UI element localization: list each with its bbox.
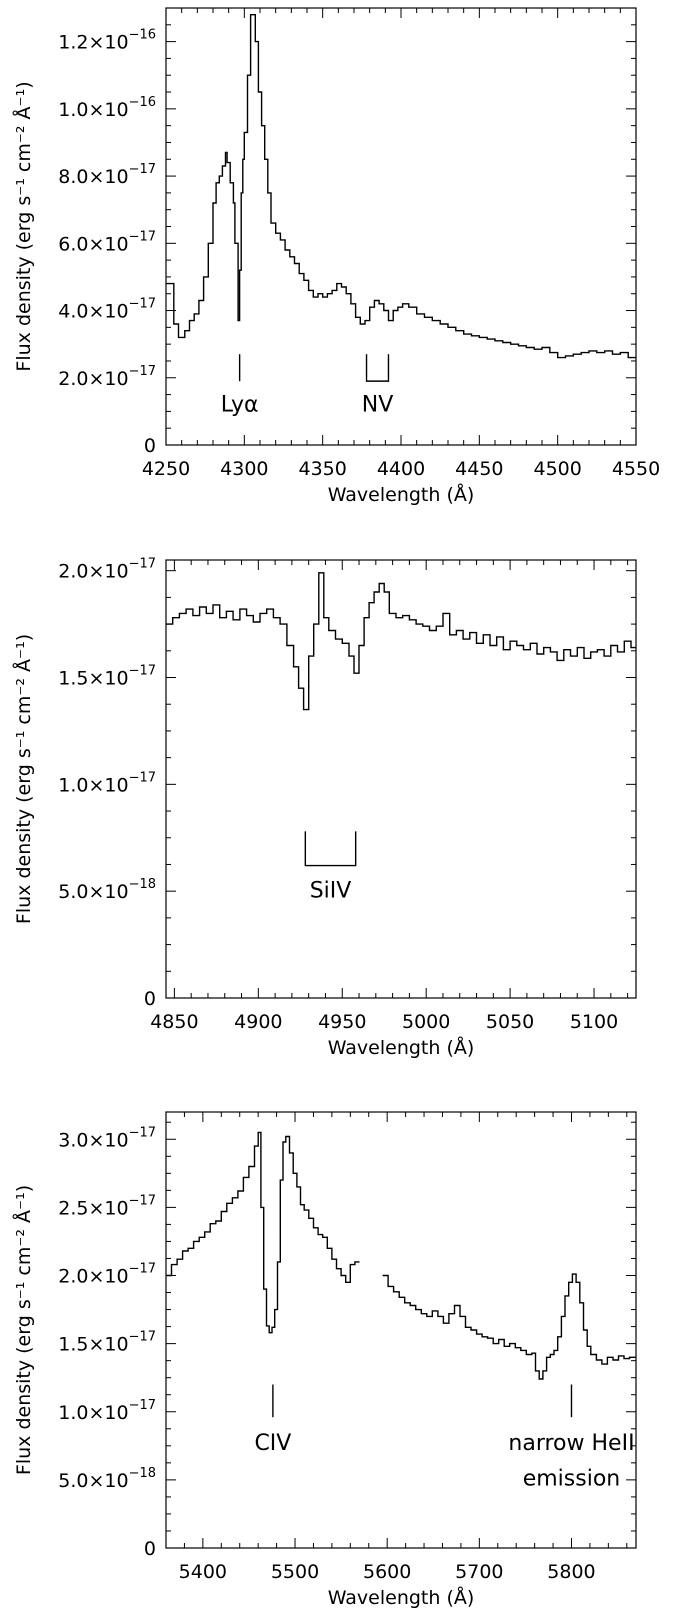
y-axis-label: Flux density (erg s⁻¹ cm⁻² Å⁻¹)	[12, 1185, 35, 1475]
x-tick-label: 5050	[486, 1011, 534, 1033]
line-label: SiIV	[310, 879, 352, 904]
y-tick-label: 8.0×10−17	[58, 162, 156, 188]
spectrum-series-1	[166, 14, 636, 359]
x-tick-label: 5600	[363, 1561, 411, 1583]
y-tick-label: 2.0×10−17	[58, 364, 156, 390]
chart-panel-3: 5400 5500 5600 5700 5800 0 5.0×10−18 1.0×10−17 1…	[12, 1111, 637, 1609]
x-tick-label: 4500	[533, 458, 581, 480]
y-tick-label: 0	[144, 1538, 156, 1560]
y-tick-label: 1.2×10−16	[58, 28, 156, 54]
y-tick-label: 1.0×10−17	[58, 1398, 156, 1424]
doublet-bracket	[304, 831, 357, 867]
x-tick-label: 5400	[179, 1561, 227, 1583]
x-tick-label: 4900	[234, 1011, 282, 1033]
x-axis-label: Wavelength (Å)	[328, 483, 475, 506]
x-tick-label: 4950	[318, 1011, 366, 1033]
x-tick-label: 4450	[455, 458, 503, 480]
y-tick-label: 1.5×10−17	[58, 664, 156, 690]
y-tick-label: 1.5×10−17	[58, 1330, 156, 1356]
chart-panel-1: 4250 4300 4350 4400 4450 4500 4550 0 2.0×10−17 4.…	[12, 7, 660, 506]
x-tick-label: 5800	[547, 1561, 595, 1583]
y-tick-label: 2.5×10−17	[58, 1193, 156, 1219]
x-tick-label: 5500	[271, 1561, 319, 1583]
x-tick-label: 5100	[570, 1011, 618, 1033]
line-label: NV	[362, 392, 394, 417]
x-tick-label: 4550	[612, 458, 660, 480]
line-label: CIV	[254, 1431, 291, 1456]
y-tick-label: 4.0×10−17	[58, 297, 156, 323]
y-axis-label: Flux density (erg s⁻¹ cm⁻² Å⁻¹)	[12, 81, 35, 371]
line-label: narrow HeII	[508, 1431, 634, 1456]
y-tick-label: 2.0×10−17	[58, 557, 156, 583]
doublet-bracket	[365, 354, 390, 382]
y-tick-label: 2.0×10−17	[58, 1262, 156, 1288]
x-tick-label: 4400	[377, 458, 425, 480]
x-tick-label: 4350	[298, 458, 346, 480]
spectrum-series-2	[382, 1273, 636, 1380]
plot-frame	[165, 1111, 637, 1549]
y-tick-label: 5.0×10−18	[58, 877, 156, 903]
line-label: Lyα	[221, 392, 259, 417]
y-axis-label: Flux density (erg s⁻¹ cm⁻² Å⁻¹)	[12, 634, 35, 924]
line-label-2: emission	[523, 1466, 621, 1491]
plot-frame	[165, 7, 637, 446]
y-tick-label: 5.0×10−18	[58, 1466, 156, 1492]
spectrum-series-1	[166, 1131, 360, 1334]
spectrum-series-1	[166, 572, 636, 711]
chart-panel-2: 4850 4900 4950 5000 5050 5100 0 5.0×10−18 1.0×10…	[12, 557, 637, 1059]
plot-frame	[165, 559, 637, 999]
x-tick-label: 5700	[455, 1561, 503, 1583]
y-tick-label: 6.0×10−17	[58, 229, 156, 255]
y-tick-label: 3.0×10−17	[58, 1125, 156, 1151]
y-tick-label: 0	[144, 988, 156, 1010]
x-tick-label: 4250	[142, 458, 190, 480]
x-axis-label: Wavelength (Å)	[328, 1586, 475, 1609]
y-tick-label: 1.0×10−17	[58, 770, 156, 796]
x-axis-label: Wavelength (Å)	[328, 1036, 475, 1059]
y-tick-label: 1.0×10−16	[58, 95, 156, 121]
x-tick-label: 5000	[402, 1011, 450, 1033]
x-tick-label: 4850	[150, 1011, 198, 1033]
y-tick-label: 0	[144, 435, 156, 457]
x-tick-label: 4300	[220, 458, 268, 480]
